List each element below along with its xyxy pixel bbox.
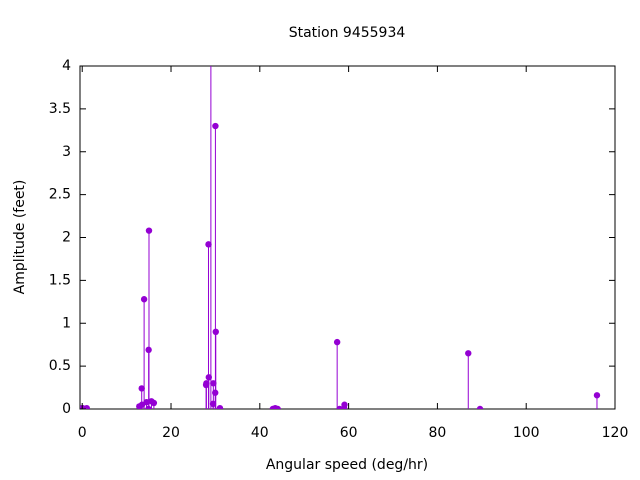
point [333,338,341,346]
x-tick-label: 80 [428,425,446,441]
x-tick-label: 120 [602,425,629,441]
point [274,405,281,409]
y-tick-label: 4 [62,58,71,74]
x-axis-label: Angular speed (deg/hr) [266,457,428,473]
y-tick-label: 1 [62,315,71,331]
x-tick-label: 100 [513,425,540,441]
x-tick-label: 60 [340,425,358,441]
point [138,385,145,392]
y-tick-label: 2 [62,230,71,246]
plot-area [80,29,601,409]
point [212,328,219,336]
point [212,122,219,130]
point [341,401,348,408]
plot-border [79,65,616,410]
y-tick-label: 2.5 [49,187,71,203]
y-tick-label: 3.5 [49,101,71,117]
point [476,405,484,409]
point [205,241,212,248]
y-tick-label: 3 [62,144,71,160]
y-tick-label: 0.5 [49,358,71,374]
x-tick-label: 20 [162,425,180,441]
point [140,296,148,303]
x-tick-label: 0 [78,425,87,441]
y-axis-label: Amplitude (feet) [12,180,28,295]
point [593,392,601,399]
point [150,399,158,407]
point [208,29,214,35]
y-tick-label: 0 [62,401,71,417]
chart-title: Station 9455934 [289,25,406,41]
point [465,350,472,357]
point [83,404,90,409]
point [145,227,153,234]
x-tick-label: 40 [251,425,269,441]
y-tick-label: 1.5 [49,272,71,288]
point [216,404,224,409]
